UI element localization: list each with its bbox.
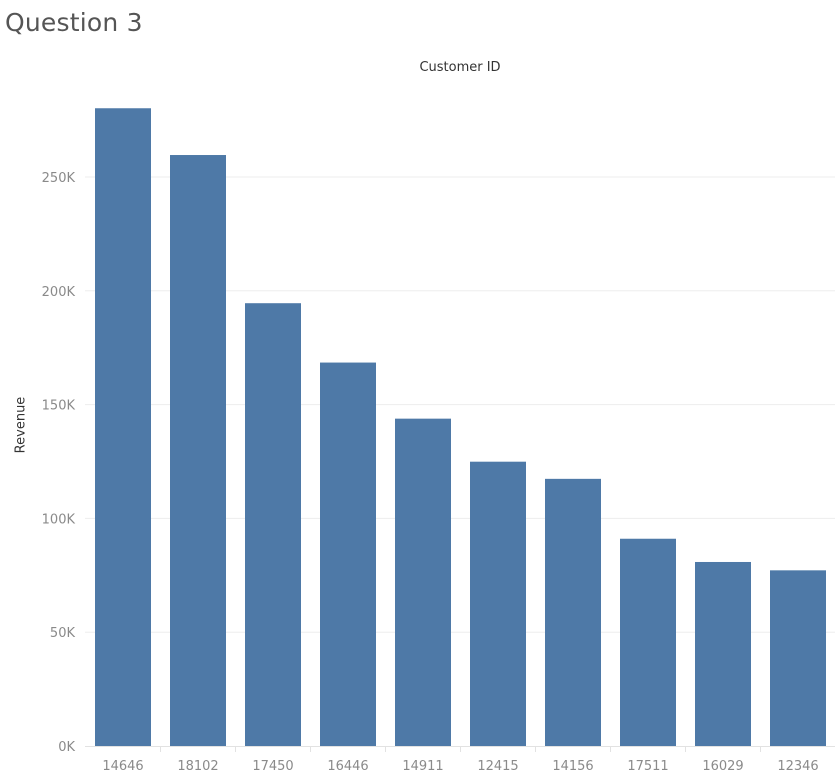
x-tick-label: 12346 (777, 759, 818, 774)
bar-17511[interactable] (620, 538, 676, 746)
x-tick-label: 14911 (402, 759, 443, 774)
bar-12346[interactable] (770, 570, 826, 746)
x-tick-label: 18102 (177, 759, 218, 774)
x-tick-label: 16029 (702, 759, 743, 774)
x-tick-label: 12415 (477, 759, 518, 774)
bar-16029[interactable] (695, 561, 751, 746)
x-tick-label: 17511 (627, 759, 668, 774)
x-tick-label: 14156 (552, 759, 593, 774)
bar-12415[interactable] (470, 461, 526, 746)
bar-18102[interactable] (170, 155, 226, 747)
x-axis-title: Customer ID (419, 60, 501, 75)
x-tick-label: 16446 (327, 759, 368, 774)
bar-14911[interactable] (395, 418, 451, 746)
y-tick-label: 100K (42, 512, 76, 527)
bar-14156[interactable] (545, 478, 601, 746)
x-tick-label: 17450 (252, 759, 293, 774)
x-tick-label: 14646 (102, 759, 143, 774)
bar-14646[interactable] (95, 108, 151, 746)
y-tick-label: 0K (58, 740, 75, 755)
y-tick-label: 250K (42, 171, 76, 186)
y-tick-label: 200K (42, 285, 76, 300)
bar-17450[interactable] (245, 303, 301, 746)
bar-16446[interactable] (320, 362, 376, 746)
sheet-title: Question 3 (5, 8, 143, 37)
y-tick-label: 50K (50, 626, 76, 641)
y-tick-label: 150K (42, 399, 76, 414)
